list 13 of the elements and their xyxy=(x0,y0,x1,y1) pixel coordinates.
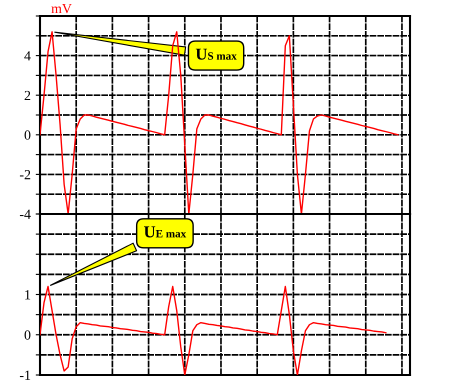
y-tick-label: -4 xyxy=(20,210,31,219)
line-series xyxy=(40,31,399,214)
line-series xyxy=(40,286,387,375)
y-tick-label: 0 xyxy=(24,130,30,140)
y-tick-label: -2 xyxy=(20,170,30,180)
y-tick-label: -1 xyxy=(20,370,30,380)
y-tick-label: 2 xyxy=(24,90,30,100)
annotation: UE max xyxy=(144,226,186,238)
y-axis-title: mV xyxy=(51,4,72,14)
y-tick-label: 4 xyxy=(24,51,31,60)
y-tick-label: 1 xyxy=(25,290,30,300)
y-tick-label: 0 xyxy=(24,330,30,340)
annotation: US max xyxy=(196,48,237,60)
